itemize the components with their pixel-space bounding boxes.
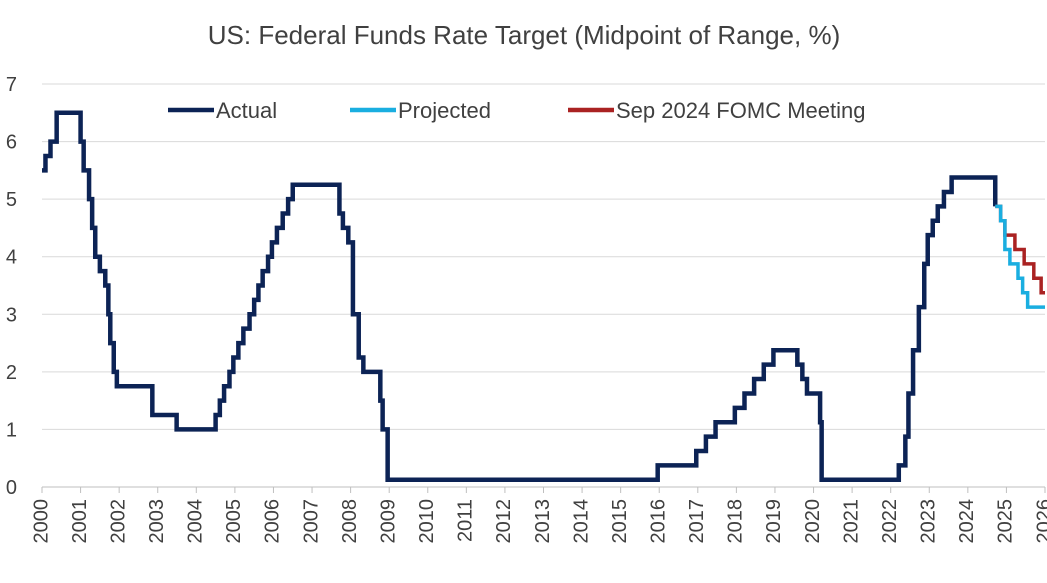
x-tick-label: 2002 — [107, 499, 129, 544]
x-tick-label: 2016 — [648, 499, 670, 544]
x-tick-label: 2021 — [840, 499, 862, 544]
x-tick-label: 2015 — [609, 499, 631, 544]
x-tick-label: 2020 — [802, 499, 824, 544]
x-tick-label: 2018 — [725, 499, 747, 544]
axes: 0 1 2 3 4 5 6 7 2000 2001 2002 2003 2004 2005 2006 2007… — [6, 74, 1047, 544]
x-tick-label: 2024 — [956, 499, 978, 544]
y-tick-label: 4 — [6, 247, 17, 269]
series-line-1 — [995, 204, 1045, 309]
legend-label: Sep 2024 FOMC Meeting — [616, 98, 865, 123]
y-tick-label: 1 — [6, 419, 17, 441]
y-tick-label: 3 — [6, 304, 17, 326]
x-tick-label: 2010 — [416, 499, 438, 544]
x-tick-label: 2007 — [300, 499, 322, 544]
x-tick-label: 2013 — [532, 499, 554, 544]
x-tick-label: 2023 — [918, 499, 940, 544]
series-lines — [42, 110, 1045, 483]
x-tick-label: 2000 — [30, 499, 52, 544]
x-tick-label: 2014 — [570, 499, 592, 544]
y-tick-label: 7 — [6, 74, 17, 96]
series-line-0 — [42, 110, 998, 483]
x-tick-label: 2025 — [995, 499, 1017, 544]
x-tick-label: 2008 — [339, 499, 361, 544]
x-tick-label: 2019 — [763, 499, 785, 544]
legend-label: Actual — [216, 98, 277, 123]
y-tick-label: 5 — [6, 189, 17, 211]
x-tick-label: 2001 — [69, 499, 91, 544]
x-tick-label: 2012 — [493, 499, 515, 543]
chart-title: US: Federal Funds Rate Target (Midpoint … — [208, 20, 841, 50]
x-tick-label: 2011 — [455, 499, 477, 542]
x-tick-label: 2017 — [686, 499, 708, 544]
x-tick-label: 2005 — [223, 499, 245, 544]
x-tick-label: 2004 — [185, 499, 207, 544]
x-tick-label: 2022 — [879, 499, 901, 544]
legend-label: Projected — [398, 98, 491, 123]
y-tick-label: 0 — [6, 477, 17, 499]
gridlines — [42, 83, 1045, 430]
x-tick-label: 2026 — [1033, 499, 1047, 544]
x-tick-label: 2003 — [146, 499, 168, 544]
legend: Actual Projected Sep 2024 FOMC Meeting — [168, 98, 865, 123]
y-tick-label: 2 — [6, 362, 17, 384]
x-tick-label: 2006 — [262, 499, 284, 544]
y-tick-label: 6 — [6, 132, 17, 154]
x-tick-label: 2009 — [377, 499, 399, 544]
